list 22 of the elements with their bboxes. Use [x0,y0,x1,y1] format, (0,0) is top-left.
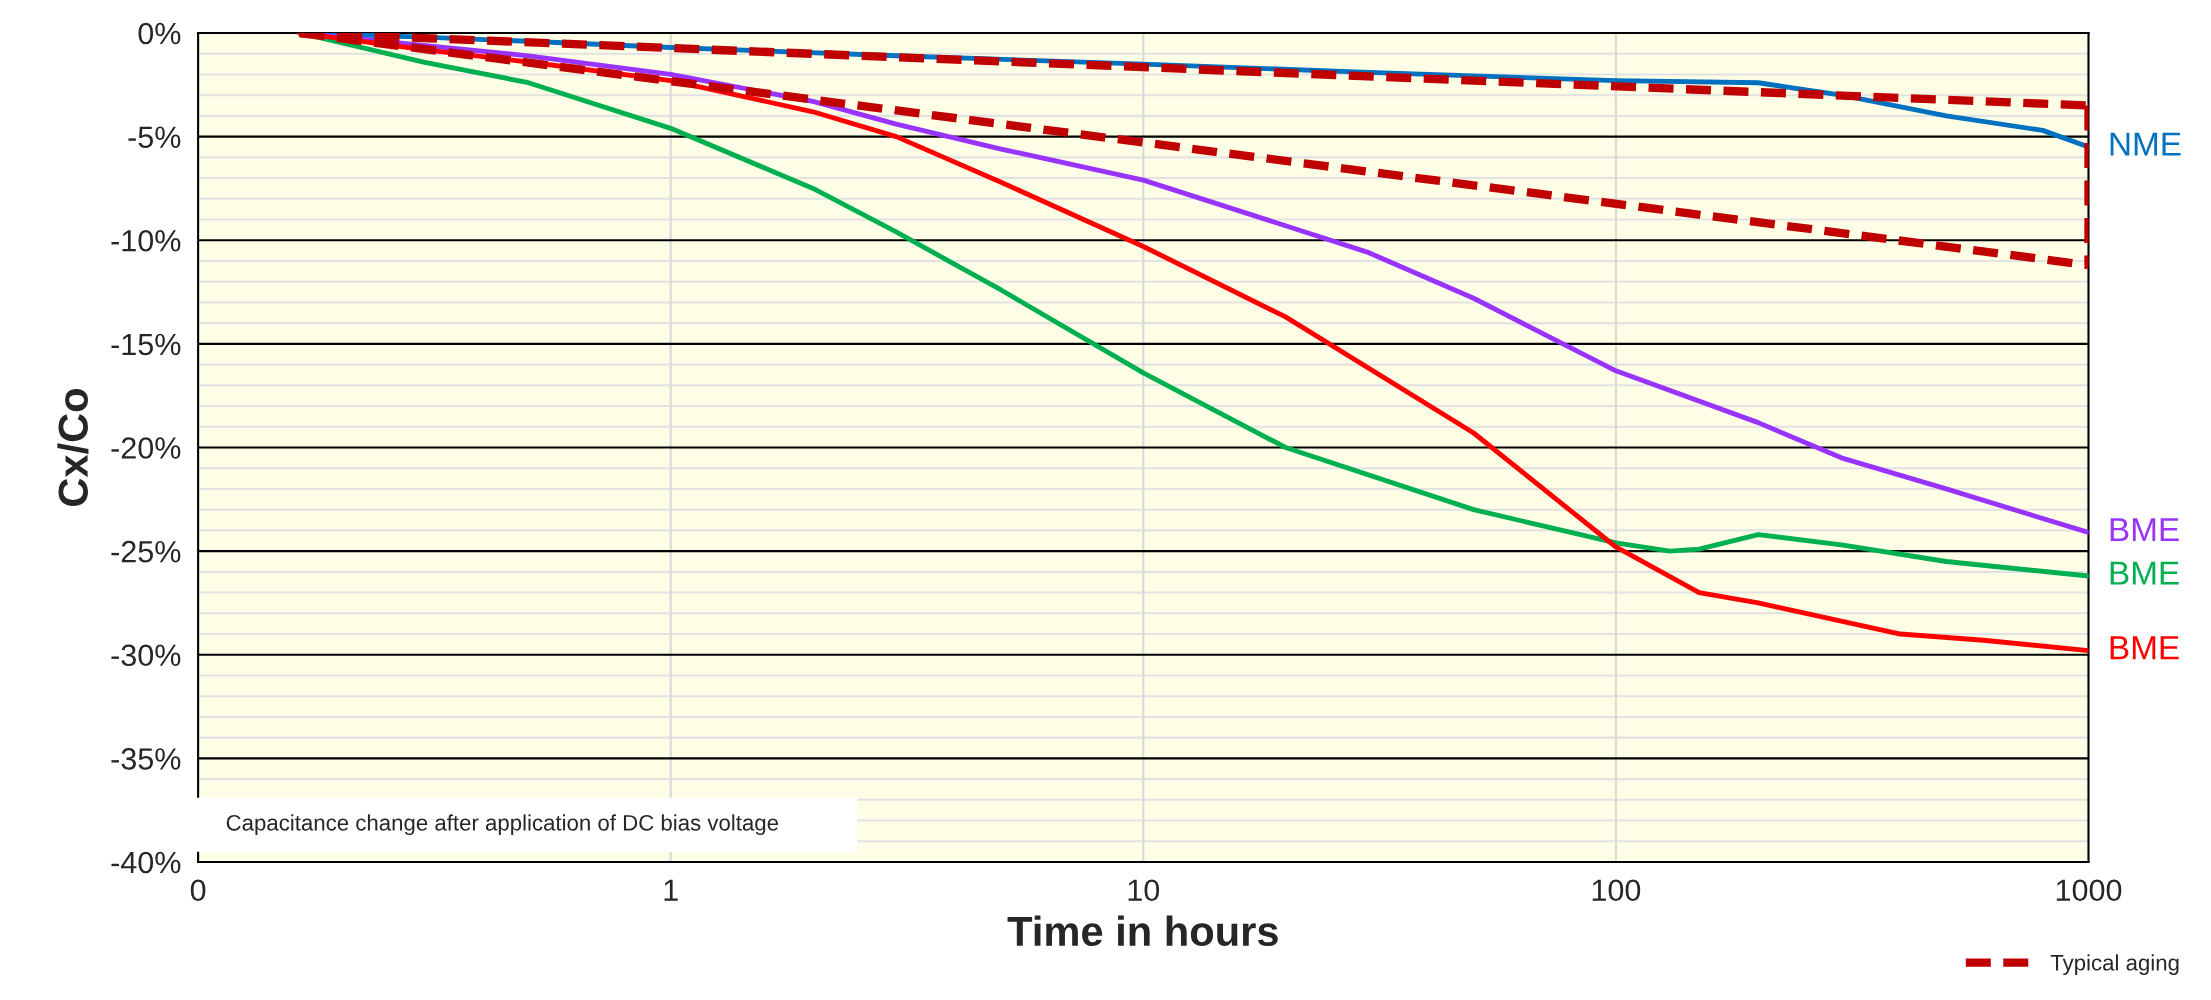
legend-label: Typical aging [2050,954,2179,975]
y-tick-label: -35% [111,748,181,770]
y-tick-label: -30% [111,644,181,667]
y-tick-label: -5% [128,126,181,148]
x-tick-label: 100 [1592,879,1641,902]
series-label: BME [2110,636,2179,660]
x-axis-title: Time in hours [1007,915,1278,947]
y-tick-label: -20% [111,437,181,459]
x-tick-label: 1 [664,879,678,901]
annotation: Capacitance change after application of DC bias voltage [226,814,779,836]
y-axis-title: Cx/Co [57,388,89,506]
series-label: NME [2110,132,2181,156]
y-tick-label: -40% [111,851,181,874]
series-label: BME [2110,561,2179,585]
y-tick-label: -25% [111,540,181,563]
y-tick-label: -10% [111,229,181,252]
x-tick-label: 10 [1128,879,1160,902]
y-tick-label: -15% [111,333,181,356]
y-tick-label: 0% [138,22,181,45]
x-tick-label: 0 [190,879,206,902]
x-tick-label: 1000 [2056,879,2122,902]
series-label: BME [2110,518,2179,542]
